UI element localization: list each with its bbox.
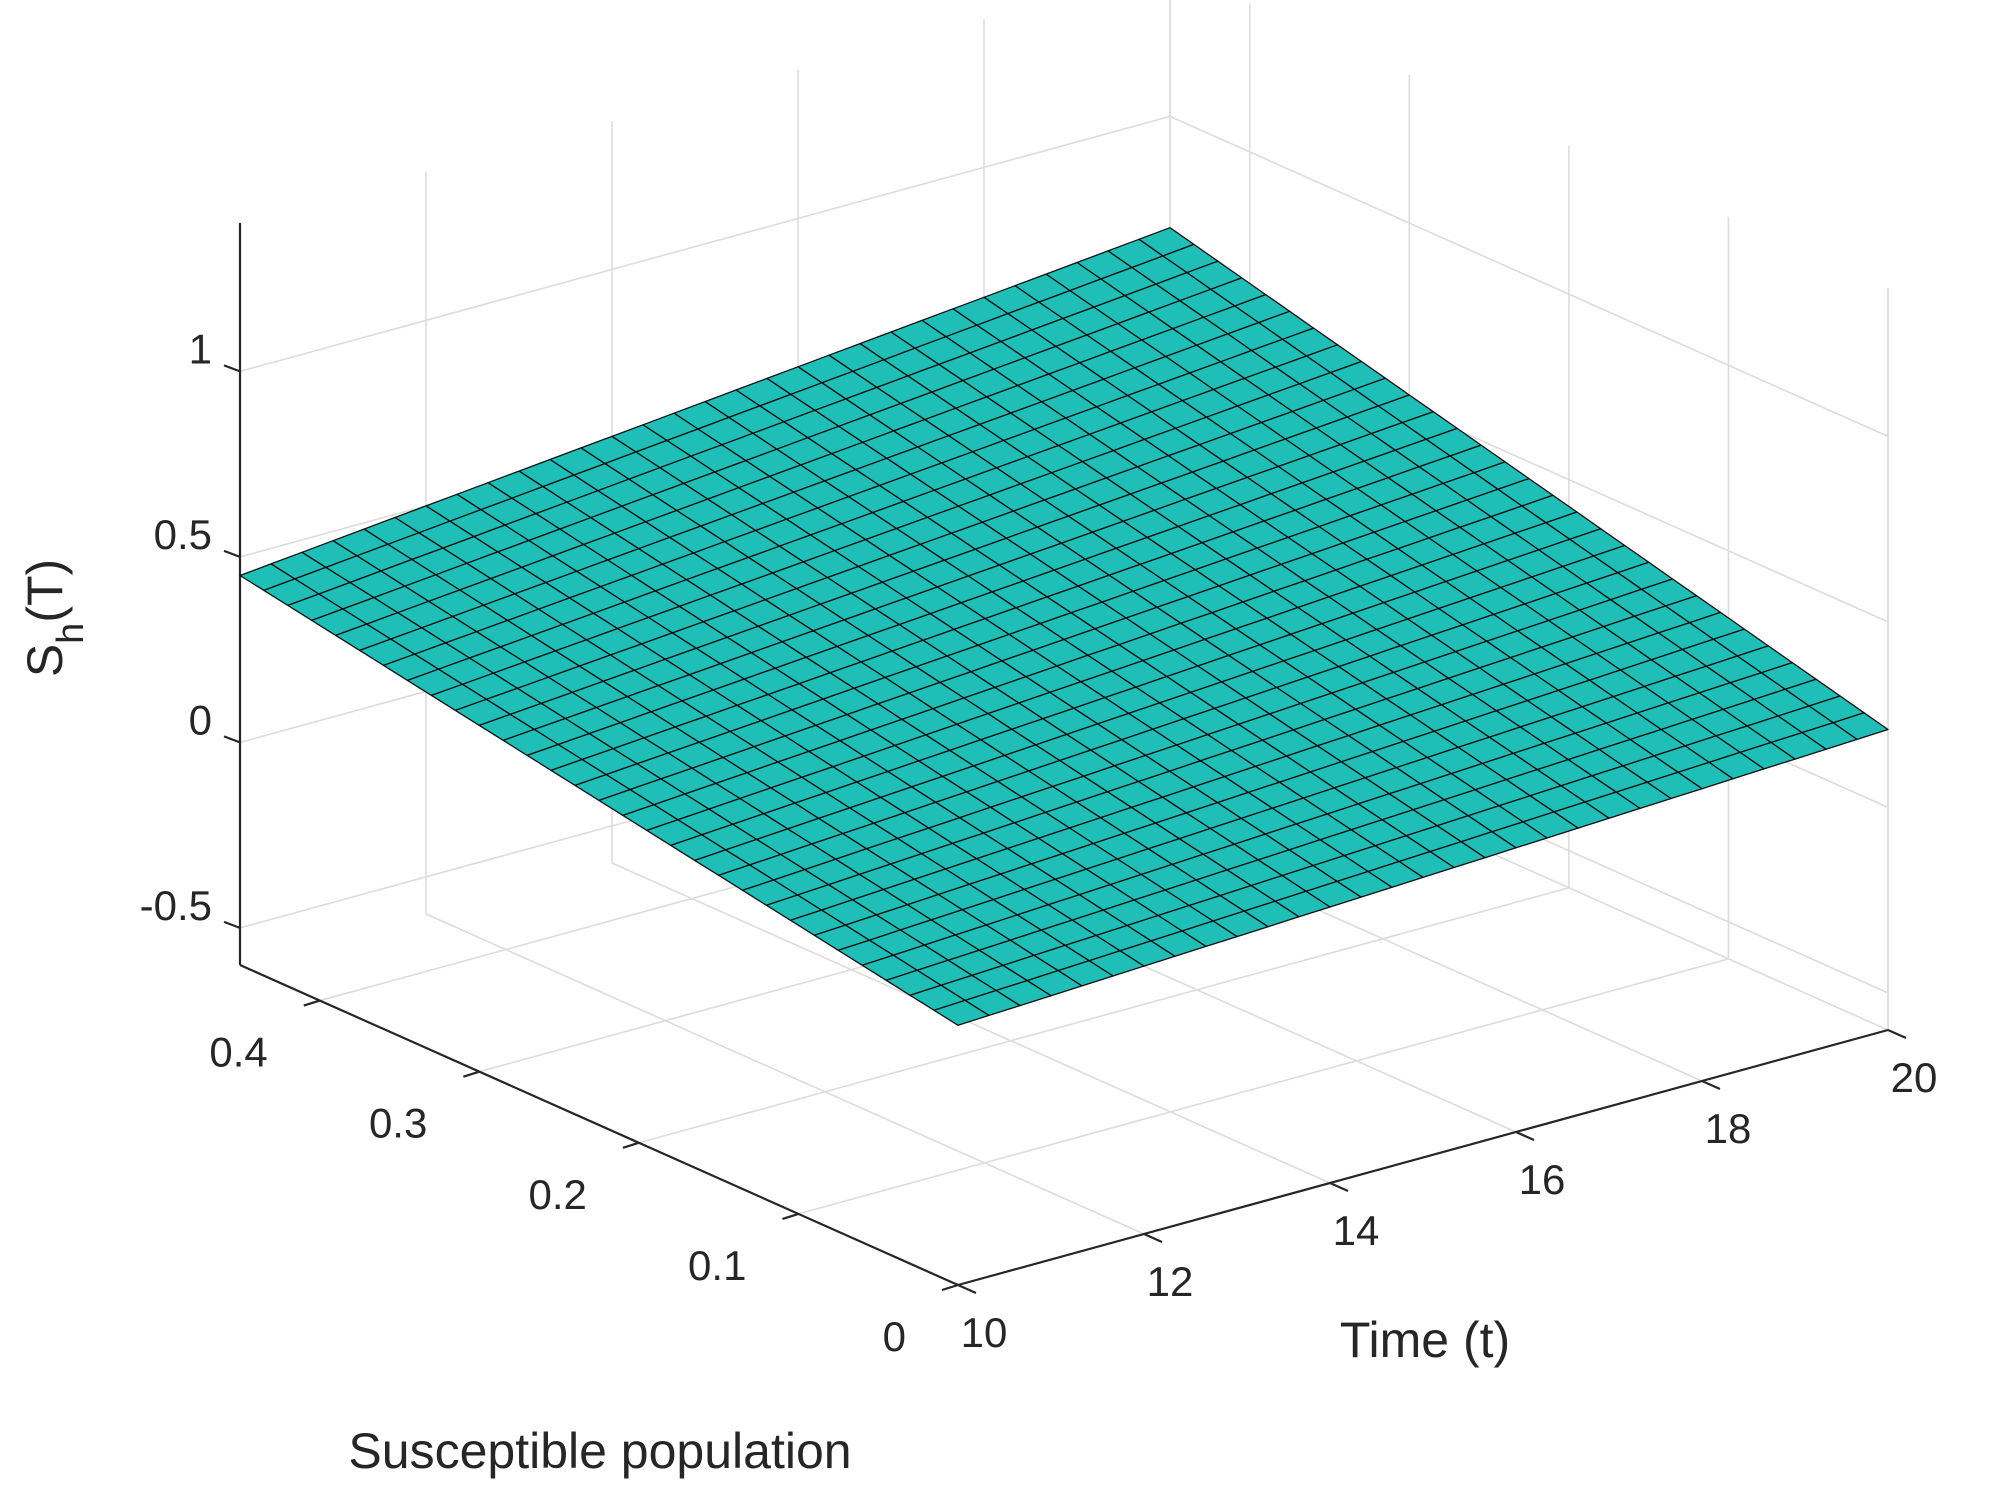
x-axis-label: Time (t) <box>1340 1312 1510 1368</box>
y-tick-2 <box>622 1141 640 1149</box>
y-tick-label-2: 0.2 <box>528 1171 586 1218</box>
z-axis-label-suffix: (T) <box>17 559 73 623</box>
y-tick-4 <box>303 999 321 1007</box>
z-tick-label-2: 0.5 <box>154 511 212 558</box>
x-tick-5 <box>1887 1028 1907 1040</box>
z-tick-label-0: -0.5 <box>140 882 212 929</box>
tick-label-layer: 10 12 14 16 18 20 0 0.1 0.2 0.3 0.4 -0.5 0 0.5 1 <box>140 325 1938 1360</box>
y-axis-label: Susceptible population <box>348 1423 851 1479</box>
grid-z-back-right-3 <box>1169 115 1889 438</box>
x-tick-label-4: 18 <box>1705 1105 1752 1152</box>
y-tick-label-0: 0 <box>883 1313 906 1360</box>
grid-y-floor-2 <box>638 887 1570 1144</box>
y-tick-1 <box>782 1212 799 1220</box>
x-tick-label-1: 12 <box>1147 1258 1194 1305</box>
z-tick-3 <box>223 364 241 373</box>
y-tick-label-4: 0.4 <box>209 1029 267 1076</box>
z-axis-label: Sh(T) <box>17 559 92 677</box>
z-axis-label-sub: h <box>50 623 92 644</box>
z-tick-label-1: 0 <box>189 696 212 743</box>
z-tick-1 <box>223 735 241 744</box>
y-tick-0 <box>941 1283 959 1292</box>
x-tick-4 <box>1701 1079 1721 1091</box>
x-tick-1 <box>1143 1232 1163 1244</box>
grid-x-floor-2 <box>611 862 1331 1184</box>
x-tick-0 <box>957 1283 977 1295</box>
z-tick-0 <box>223 920 241 929</box>
y-tick-3 <box>463 1070 480 1078</box>
y-axis-line <box>239 963 959 1287</box>
z-tick-2 <box>223 549 241 558</box>
grid-x-floor-1 <box>425 913 1145 1235</box>
axis-layer <box>223 223 1907 1295</box>
x-tick-label-5: 20 <box>1891 1054 1938 1101</box>
z-tick-label-3: 1 <box>189 325 212 372</box>
x-tick-3 <box>1515 1130 1535 1142</box>
surface-cell <box>933 999 990 1026</box>
y-tick-label-1: 0.1 <box>688 1242 746 1289</box>
x-tick-2 <box>1329 1181 1349 1193</box>
x-tick-label-3: 16 <box>1519 1156 1566 1203</box>
x-axis-line <box>957 1028 1889 1287</box>
grid-z-back-left-3 <box>239 115 1171 373</box>
y-tick-label-3: 0.3 <box>369 1100 427 1147</box>
z-axis-label-main: S <box>17 644 73 677</box>
grid-y-floor-1 <box>798 958 1729 1215</box>
x-tick-label-0: 10 <box>961 1309 1008 1356</box>
surface-layer <box>239 227 1889 1026</box>
x-tick-label-2: 14 <box>1333 1207 1380 1254</box>
